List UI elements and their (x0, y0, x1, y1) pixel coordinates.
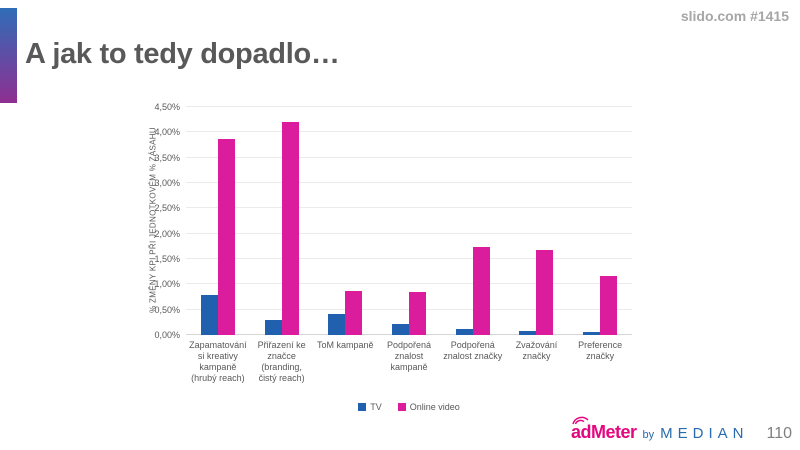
bar-online-video (281, 121, 299, 335)
bar-group (250, 107, 314, 335)
y-tick-label: 4,50% (154, 102, 180, 112)
brand-median-text: MEDIAN (660, 425, 749, 442)
bar-tv (200, 295, 218, 335)
bar-tv (264, 319, 282, 335)
x-category-label: ToM kampaně (317, 340, 374, 350)
legend-label: Online video (409, 402, 460, 412)
gridline (186, 131, 632, 133)
x-axis-labels: Zapamatování si kreativy kampaně (hrubý … (186, 340, 632, 384)
legend-label: TV (370, 402, 382, 412)
bar-group (377, 107, 441, 335)
bar-tv (455, 328, 473, 335)
y-tick-label: 1,00% (154, 279, 180, 290)
gridline (186, 207, 632, 209)
y-tick-label: 3,50% (154, 152, 180, 163)
signal-arcs-icon (570, 413, 592, 431)
y-tick-label: 2,00% (154, 228, 180, 239)
y-tick-label: 4,00% (154, 127, 180, 138)
page-number: 110 (766, 425, 792, 442)
gridline (186, 182, 632, 183)
brand-by-text: by (642, 429, 655, 441)
slide-footer: adMeter by MEDIAN 110 (570, 416, 792, 443)
gridline (186, 232, 632, 234)
y-tick-label: 1,50% (154, 254, 180, 264)
legend-swatch (397, 403, 406, 411)
x-category-label: Zapamatování si kreativy kampaně (hrubý … (189, 340, 247, 383)
bar-group (313, 107, 377, 335)
bar-tv (583, 332, 601, 335)
bar-tv (391, 323, 409, 335)
bar-tv (519, 331, 537, 335)
gridline (186, 156, 632, 158)
brand-admeter-text: adMeter (570, 422, 637, 442)
x-category-label: Přiřazení ke značce (branding, čistý rea… (257, 340, 306, 383)
bar-tv (328, 314, 346, 335)
y-axis-ticks: 0,00% 0,50% 1,00% 1,50% 2,00% 2,50% 3,00% 3,50%… (138, 102, 180, 340)
page-title: A jak to tedy dopadlo… (25, 38, 340, 70)
bar-online-video (408, 291, 426, 335)
bar-online-video (536, 250, 554, 335)
bar-online-video (600, 275, 618, 335)
bar-online-video (472, 247, 490, 335)
plot-area (186, 106, 632, 335)
legend-item-tv: TV (358, 402, 382, 412)
x-category-label: Podpořená znalost značky (443, 340, 503, 361)
x-category-label: Podpořená znalost kampaně (386, 340, 432, 372)
gridline (186, 283, 632, 285)
slide-accent-bar (0, 8, 17, 103)
bar-group (568, 107, 632, 335)
x-category-label: Preference značky (578, 340, 623, 361)
bar-online-video (345, 290, 363, 335)
x-category-label: Zvažování značky (515, 340, 558, 361)
bar-group (505, 107, 569, 335)
gridline (186, 258, 632, 259)
legend-swatch (358, 403, 367, 411)
admeter-median-logo: adMeter by MEDIAN (570, 416, 749, 443)
chart-legend: TV Online video (186, 402, 632, 412)
bar-group (186, 107, 250, 335)
y-tick-label: 0,00% (154, 330, 180, 340)
y-tick-label: 2,50% (154, 203, 180, 214)
gridline (186, 106, 632, 107)
y-tick-label: 0,50% (154, 304, 180, 315)
bar-online-video (217, 139, 235, 335)
y-tick-label: 3,00% (154, 178, 180, 188)
slido-reference: slido.com #1415 (680, 8, 789, 24)
legend-item-online-video: Online video (397, 402, 460, 412)
bar-group (441, 107, 505, 335)
